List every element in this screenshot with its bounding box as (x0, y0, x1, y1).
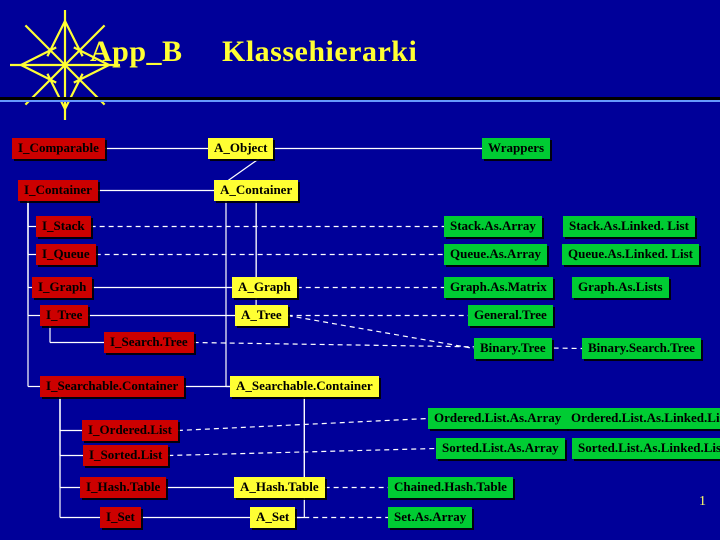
node-a_container: A_Container (214, 180, 298, 201)
node-ol_arr: Ordered.List.As.Array (428, 408, 567, 429)
node-ol_ll: Ordered.List.As.Linked.List (565, 408, 720, 429)
title-main: Klassehierarki (222, 35, 417, 69)
slide-number: 1 (699, 494, 706, 510)
node-a_graph: A_Graph (232, 277, 297, 298)
node-chained_hash: Chained.Hash.Table (388, 477, 513, 498)
node-a_hash: A_Hash.Table (234, 477, 325, 498)
node-sl_ll: Sorted.List.As.Linked.List (572, 438, 720, 459)
node-sl_arr: Sorted.List.As.Array (436, 438, 565, 459)
node-set_arr: Set.As.Array (388, 507, 472, 528)
node-i_searchcont: I_Searchable.Container (40, 376, 184, 397)
node-i_comparable: I_Comparable (12, 138, 105, 159)
node-i_stack: I_Stack (36, 216, 91, 237)
node-i_searchtree: I_Search.Tree (104, 332, 194, 353)
node-i_container: I_Container (18, 180, 98, 201)
node-i_sorted: I_Sorted.List (83, 445, 168, 466)
node-graph_lists: Graph.As.Lists (572, 277, 669, 298)
node-i_graph: I_Graph (32, 277, 92, 298)
node-bin_tree: Binary.Tree (474, 338, 552, 359)
node-i_queue: I_Queue (36, 244, 96, 265)
node-a_object: A_Object (208, 138, 273, 159)
node-queue_arr: Queue.As.Array (444, 244, 547, 265)
node-a_set: A_Set (250, 507, 295, 528)
node-i_set: I_Set (100, 507, 141, 528)
node-i_hash: I_Hash.Table (80, 477, 166, 498)
node-i_ordered: I_Ordered.List (82, 420, 178, 441)
divider-light (0, 100, 720, 102)
node-stack_ll: Stack.As.Linked. List (563, 216, 695, 237)
node-gen_tree: General.Tree (468, 305, 553, 326)
title-app: App_B (90, 35, 183, 69)
node-i_tree: I_Tree (40, 305, 88, 326)
node-bst: Binary.Search.Tree (582, 338, 701, 359)
node-queue_ll: Queue.As.Linked. List (562, 244, 699, 265)
node-a_tree: A_Tree (235, 305, 288, 326)
node-stack_arr: Stack.As.Array (444, 216, 542, 237)
node-a_searchcont: A_Searchable.Container (230, 376, 379, 397)
node-wrappers: Wrappers (482, 138, 550, 159)
node-graph_mat: Graph.As.Matrix (444, 277, 553, 298)
